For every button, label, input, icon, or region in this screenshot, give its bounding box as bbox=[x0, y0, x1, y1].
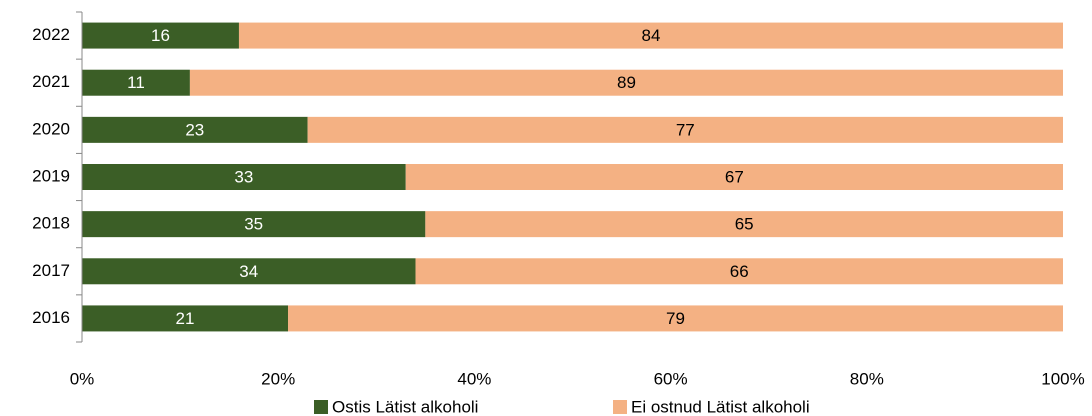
y-tick-label: 2016 bbox=[32, 308, 70, 327]
bar-segment bbox=[288, 305, 1063, 332]
x-tick-label: 40% bbox=[457, 369, 491, 388]
data-label: 89 bbox=[617, 73, 636, 92]
legend-label: Ostis Lätist alkoholi bbox=[332, 397, 478, 416]
x-tick-label: 80% bbox=[850, 369, 884, 388]
data-label: 77 bbox=[676, 120, 695, 139]
data-label: 79 bbox=[666, 309, 685, 328]
bar-segment bbox=[82, 211, 426, 238]
bar-segment bbox=[82, 69, 190, 96]
y-tick-label: 2018 bbox=[32, 214, 70, 233]
data-label: 21 bbox=[176, 309, 195, 328]
x-tick-label: 20% bbox=[261, 369, 295, 388]
data-label: 33 bbox=[234, 167, 253, 186]
bar-segment bbox=[82, 22, 239, 49]
y-tick-label: 2019 bbox=[32, 166, 70, 185]
y-tick-label: 2017 bbox=[32, 261, 70, 280]
data-label: 16 bbox=[151, 26, 170, 45]
data-label: 34 bbox=[239, 262, 258, 281]
x-tick-label: 60% bbox=[654, 369, 688, 388]
bar-segment bbox=[82, 116, 308, 143]
data-label: 67 bbox=[725, 167, 744, 186]
y-tick-label: 2021 bbox=[32, 72, 70, 91]
bar-segment bbox=[82, 258, 416, 285]
data-label: 23 bbox=[185, 120, 204, 139]
data-label: 11 bbox=[127, 73, 145, 92]
bar-segment bbox=[82, 305, 289, 332]
bar-segment bbox=[189, 69, 1063, 96]
data-label: 66 bbox=[730, 262, 749, 281]
x-tick-label: 100% bbox=[1041, 369, 1084, 388]
bar-segment bbox=[425, 211, 1064, 238]
x-tick-label: 0% bbox=[70, 369, 95, 388]
bar-segment bbox=[307, 116, 1063, 143]
y-tick-label: 2020 bbox=[32, 119, 70, 138]
legend-swatch bbox=[613, 400, 627, 414]
legend-label: Ei ostnud Lätist alkoholi bbox=[631, 397, 810, 416]
bar-segment bbox=[405, 164, 1064, 190]
data-label: 84 bbox=[642, 26, 661, 45]
bar-segment bbox=[82, 164, 406, 190]
y-tick-label: 2022 bbox=[32, 25, 70, 44]
legend-swatch bbox=[314, 400, 328, 414]
bar-segment bbox=[238, 22, 1063, 49]
data-label: 35 bbox=[244, 215, 263, 234]
data-label: 65 bbox=[735, 215, 754, 234]
bar-segment bbox=[415, 258, 1063, 285]
